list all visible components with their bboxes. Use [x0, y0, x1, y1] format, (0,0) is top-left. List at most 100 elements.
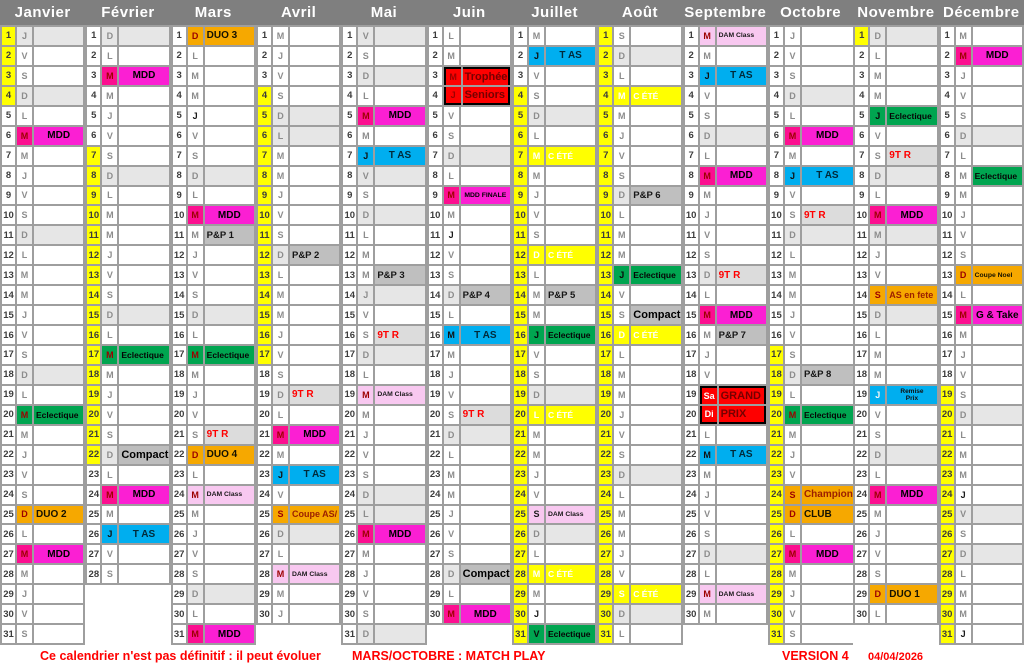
- event-cell: MDD: [289, 425, 340, 444]
- weekday-letter-cell: S: [358, 186, 374, 205]
- day-row: 24 S: [2, 485, 84, 504]
- day-row: 4 J Seniors: [428, 86, 510, 105]
- event-cell: DAM Class: [204, 485, 254, 504]
- day-number-cell: 5: [513, 106, 527, 125]
- day-number-cell: 15: [769, 306, 783, 325]
- day-row: 18 M: [87, 365, 169, 384]
- event-cell: DUO 1: [887, 585, 937, 604]
- weekday-letter-cell: M: [528, 565, 544, 584]
- day-row: 10 V: [257, 206, 340, 225]
- empty-event-cell: [34, 346, 84, 364]
- day-row: 29 J: [2, 585, 84, 604]
- weekday-letter-cell: M: [443, 605, 459, 624]
- day-row: 31 S: [2, 625, 84, 644]
- day-row: 11 L: [343, 226, 425, 245]
- weekday-letter-cell: S: [784, 346, 800, 364]
- day-number-cell: 16: [684, 326, 698, 344]
- day-row: 24 M MDD: [87, 485, 169, 504]
- weekday-letter-cell: M: [955, 46, 971, 65]
- day-row: 29 M DAM Class: [684, 585, 766, 604]
- day-row: 15 J: [769, 306, 853, 325]
- day-row: 27 D: [940, 545, 1022, 564]
- day-row: 11 S: [513, 226, 596, 245]
- empty-event-cell: [119, 226, 169, 245]
- day-number-cell: 8: [855, 166, 869, 185]
- weekday-letter-cell: L: [784, 525, 800, 544]
- day-number-cell: 10: [940, 206, 954, 225]
- weekday-letter-cell: M: [870, 365, 886, 384]
- empty-event-cell: [972, 405, 1022, 424]
- empty-event-cell: [460, 525, 510, 544]
- day-row: 24 V: [513, 485, 596, 504]
- empty-event-cell: [375, 425, 425, 444]
- weekday-letter-cell: D: [443, 425, 459, 444]
- empty-event-cell: [289, 126, 340, 145]
- day-number-cell: 5: [428, 106, 442, 125]
- empty-event-cell: [545, 186, 596, 205]
- day-row: 17 M Eclectique: [172, 346, 254, 364]
- weekday-letter-cell: M: [528, 585, 544, 604]
- day-number-cell: 12: [769, 246, 783, 265]
- empty-event-cell: [204, 106, 254, 125]
- day-row: 28 L: [940, 565, 1022, 584]
- weekday-letter-cell: V: [102, 545, 118, 564]
- empty-event-cell: [375, 505, 425, 524]
- day-row: 26 V: [428, 525, 510, 544]
- event-cell: Eclectique: [204, 346, 254, 364]
- empty-event-cell: [631, 246, 681, 265]
- empty-event-cell: [716, 465, 766, 484]
- month-header-septembre: Septembre: [684, 4, 767, 21]
- event-cell: DAM Class: [716, 27, 766, 45]
- day-row: 13 V: [855, 266, 937, 285]
- day-row: 24 V: [257, 485, 340, 504]
- weekday-letter-cell: V: [528, 485, 544, 504]
- day-number-cell: 13: [940, 266, 954, 285]
- day-number-cell: 28: [684, 565, 698, 584]
- day-number-cell: 20: [940, 405, 954, 424]
- day-number-cell: 23: [855, 465, 869, 484]
- empty-event-cell: [375, 565, 425, 584]
- day-row: 26 J T AS: [87, 525, 169, 544]
- day-row: 17 S: [2, 346, 84, 364]
- weekday-letter-cell: S: [614, 445, 630, 464]
- event-cell: Eclectique: [545, 625, 596, 644]
- empty-event-cell: [460, 166, 510, 185]
- weekday-letter-cell: M: [102, 505, 118, 524]
- weekday-letter-cell: M: [102, 365, 118, 384]
- empty-event-cell: [545, 266, 596, 285]
- day-row: 15 M G & Take: [940, 306, 1022, 325]
- day-number-cell: 20: [684, 405, 698, 424]
- weekday-letter-cell: J: [443, 86, 461, 105]
- weekday-letter-cell: M: [699, 186, 715, 205]
- day-row: 18 J: [428, 365, 510, 384]
- empty-event-cell: [460, 485, 510, 504]
- day-number-cell: 21: [343, 425, 357, 444]
- weekday-letter-cell: J: [187, 385, 203, 404]
- empty-event-cell: [375, 27, 425, 45]
- weekday-letter-cell: J: [955, 485, 971, 504]
- day-number-cell: 3: [172, 66, 186, 85]
- empty-event-cell: [204, 126, 254, 145]
- day-number-cell: 1: [599, 27, 613, 45]
- empty-event-cell: [204, 505, 254, 524]
- weekday-letter-cell: D: [17, 86, 32, 105]
- day-number-cell: 6: [940, 126, 954, 145]
- empty-event-cell: [545, 585, 596, 604]
- empty-event-cell: [545, 525, 596, 544]
- weekday-letter-cell: J: [614, 126, 630, 145]
- empty-event-cell: [289, 286, 340, 305]
- empty-event-cell: [460, 266, 510, 285]
- empty-event-cell: [119, 306, 169, 325]
- day-number-cell: 22: [257, 445, 271, 464]
- day-number-cell: 26: [940, 525, 954, 544]
- empty-event-cell: [545, 86, 596, 105]
- empty-event-cell: [119, 46, 169, 65]
- empty-event-cell: [289, 27, 340, 45]
- day-row: 8 M Eclectique: [940, 166, 1022, 185]
- weekday-letter-cell: J: [102, 525, 118, 544]
